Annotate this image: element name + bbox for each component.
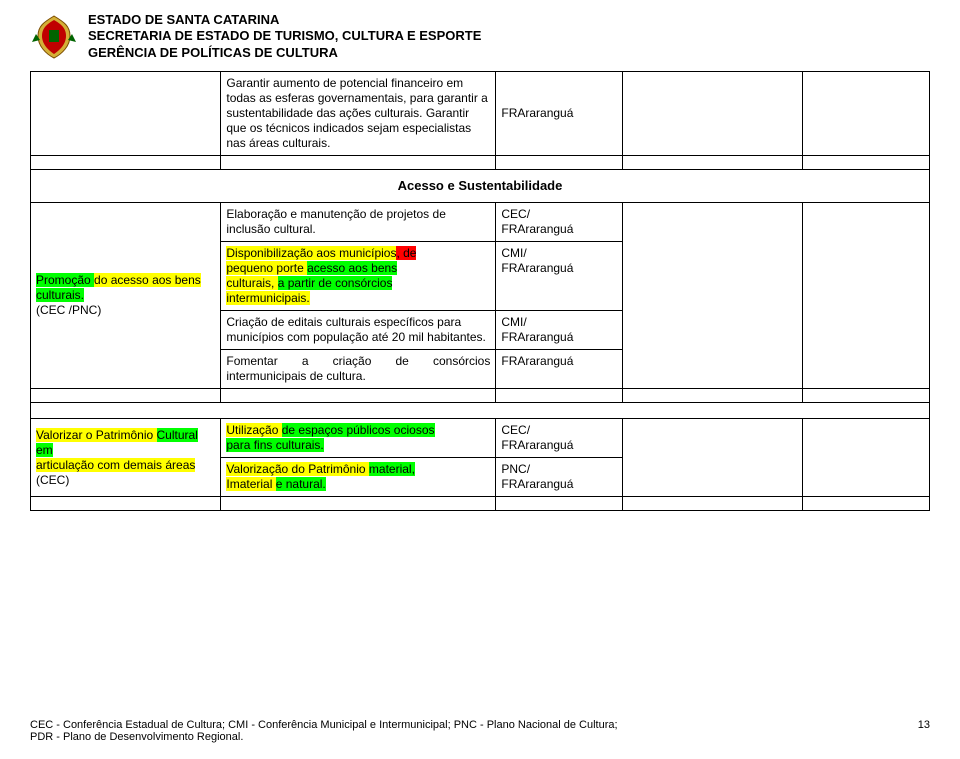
hl: culturais.: [36, 288, 84, 302]
footer-line-2: PDR - Plano de Desenvolvimento Regional.: [30, 731, 618, 743]
cell-empty: [31, 71, 221, 155]
header-text: ESTADO DE SANTA CATARINA SECRETARIA DE E…: [88, 12, 481, 61]
cell-action: Garantir aumento de potencial financeiro…: [221, 71, 496, 155]
cell-source: CEC/ FRAraranguá: [496, 203, 623, 242]
cell-action: Elaboração e manutenção de projetos de i…: [221, 203, 496, 242]
txt: CEC/: [501, 207, 530, 221]
txt: (CEC): [36, 473, 69, 487]
header-line-1: ESTADO DE SANTA CATARINA: [88, 12, 481, 28]
txt: CMI/: [501, 315, 526, 329]
cell-source: FRAraranguá: [496, 350, 623, 389]
cell-action: Disponibilização aos municípios, de pequ…: [221, 242, 496, 311]
hl: pequeno porte: [226, 261, 307, 275]
cell-action: Utilização de espaços públicos ociosos p…: [221, 419, 496, 458]
hl: a partir de consórcios: [278, 276, 393, 290]
txt: FRAraranguá: [501, 222, 573, 236]
page-number: 13: [918, 719, 930, 743]
hl: intermunicipais.: [226, 291, 309, 305]
footer-legend: CEC - Conferência Estadual de Cultura; C…: [30, 719, 618, 743]
footer-line-1: CEC - Conferência Estadual de Cultura; C…: [30, 719, 618, 731]
hl: para fins culturais.: [226, 438, 323, 452]
hl: , de: [396, 246, 416, 260]
table-bottom: Valorizar o Patrimônio Cultural em artic…: [30, 418, 930, 511]
table-top: Garantir aumento de potencial financeiro…: [30, 71, 930, 170]
table-row: Garantir aumento de potencial financeiro…: [31, 71, 930, 155]
cell-empty: [803, 71, 930, 155]
cell-action: Fomentar a criação de consórcios intermu…: [221, 350, 496, 389]
table-row: Promoção do acesso aos bens culturais. (…: [31, 203, 930, 242]
hl: articulação com demais áreas: [36, 458, 195, 472]
table-gap: [30, 402, 930, 419]
hl: Valorizar o Patrimônio: [36, 428, 157, 442]
crest-icon: [30, 12, 78, 60]
cell-empty: [623, 419, 803, 497]
table-row-spacer: [31, 497, 930, 511]
hl: Valorização do Patrimônio: [226, 462, 369, 476]
hl: Imaterial: [226, 477, 275, 491]
cell-source: FRAraranguá: [496, 71, 623, 155]
cell-empty: [623, 71, 803, 155]
table-section-title: Acesso e Sustentabilidade: [30, 169, 930, 203]
hl: acesso aos bens: [307, 261, 397, 275]
hl: culturais,: [226, 276, 277, 290]
txt: FRAraranguá: [501, 261, 573, 275]
page-header: ESTADO DE SANTA CATARINA SECRETARIA DE E…: [30, 12, 930, 61]
txt: CMI/: [501, 246, 526, 260]
cell-objective: Promoção do acesso aos bens culturais. (…: [31, 203, 221, 389]
txt: FRAraranguá: [501, 477, 573, 491]
cell-empty: [803, 203, 930, 389]
hl: de espaços públicos ociosos: [282, 423, 435, 437]
cell-empty: [803, 419, 930, 497]
hl: Promoção: [36, 273, 94, 287]
cell-source: CMI/ FRAraranguá: [496, 242, 623, 311]
table-row-spacer: [31, 389, 930, 403]
cell-action: Criação de editais culturais específicos…: [221, 311, 496, 350]
table-row-spacer: [31, 403, 930, 419]
cell-source: CEC/ FRAraranguá: [496, 419, 623, 458]
txt: FRAraranguá: [501, 330, 573, 344]
txt: FRAraranguá: [501, 438, 573, 452]
table-row-spacer: [31, 155, 930, 169]
header-line-3: GERÊNCIA DE POLÍTICAS DE CULTURA: [88, 45, 481, 61]
page-footer: CEC - Conferência Estadual de Cultura; C…: [30, 719, 930, 743]
cell-objective: Valorizar o Patrimônio Cultural em artic…: [31, 419, 221, 497]
hl: e natural.: [276, 477, 326, 491]
txt: (CEC /PNC): [36, 303, 101, 317]
txt: PNC/: [501, 462, 530, 476]
header-line-2: SECRETARIA DE ESTADO DE TURISMO, CULTURA…: [88, 28, 481, 44]
hl: material,: [369, 462, 415, 476]
txt: CEC/: [501, 423, 530, 437]
hl: Utilização: [226, 423, 281, 437]
cell-empty: [623, 203, 803, 389]
hl: Disponibilização aos municípios: [226, 246, 396, 260]
table-row: Valorizar o Patrimônio Cultural em artic…: [31, 419, 930, 458]
cell-action: Valorização do Patrimônio material, Imat…: [221, 458, 496, 497]
hl: do acesso aos bens: [94, 273, 201, 287]
section-title-row: Acesso e Sustentabilidade: [31, 169, 930, 202]
cell-source: PNC/ FRAraranguá: [496, 458, 623, 497]
section-title-access: Acesso e Sustentabilidade: [31, 169, 930, 202]
cell-source: CMI/ FRAraranguá: [496, 311, 623, 350]
table-middle: Promoção do acesso aos bens culturais. (…: [30, 202, 930, 403]
